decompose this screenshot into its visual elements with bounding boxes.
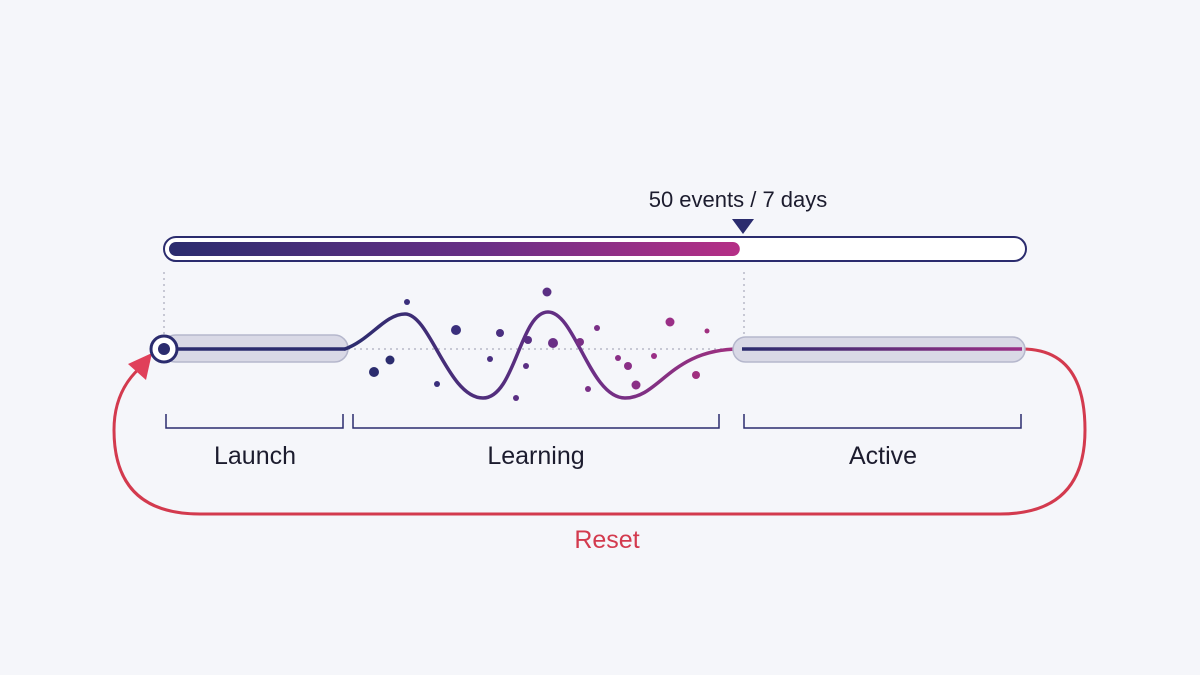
start-node-icon — [149, 334, 179, 364]
launch-bracket — [165, 414, 344, 429]
progress-fill — [169, 242, 740, 256]
scatter-dot — [651, 353, 657, 359]
scatter-dot — [624, 362, 632, 370]
scatter-dot — [704, 328, 710, 334]
scatter-dot — [631, 380, 641, 390]
scatter-dot — [594, 325, 600, 331]
scatter-dot — [451, 325, 461, 335]
scatter-dot — [434, 381, 440, 387]
scatter-dot — [585, 386, 591, 392]
stage-label-active: Active — [849, 442, 917, 470]
learning-bracket — [352, 414, 720, 429]
learning-scatter-dots — [369, 287, 710, 401]
scatter-dot — [692, 371, 700, 379]
scatter-dot — [542, 287, 552, 297]
learning-wave — [343, 310, 742, 400]
scatter-dot — [524, 336, 532, 344]
scatter-dot — [665, 317, 675, 327]
progress-bar — [163, 236, 1027, 262]
scatter-dot — [615, 355, 621, 361]
scatter-dot — [404, 299, 410, 305]
scatter-dot — [523, 363, 529, 369]
scatter-dot — [548, 338, 558, 348]
scatter-dot — [576, 338, 584, 346]
scatter-dot — [513, 395, 519, 401]
reset-loop-path — [112, 347, 1087, 516]
scatter-dot — [496, 329, 504, 337]
scatter-dot — [369, 367, 379, 377]
active-bracket — [743, 414, 1022, 429]
stage-label-learning: Learning — [487, 442, 584, 470]
reset-arrow-icon — [128, 353, 152, 380]
reset-label: Reset — [574, 526, 639, 554]
stage-label-launch: Launch — [214, 442, 296, 470]
scatter-dot — [385, 355, 395, 365]
threshold-marker-icon — [732, 219, 754, 234]
scatter-dot — [487, 356, 493, 362]
threshold-label: 50 events / 7 days — [649, 187, 828, 212]
